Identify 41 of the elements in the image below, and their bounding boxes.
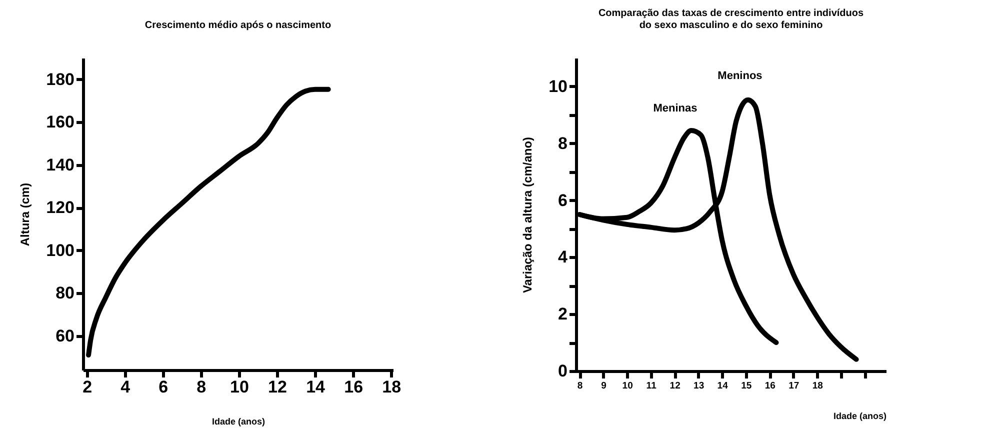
x-tick-label: 14 bbox=[717, 380, 729, 392]
x-tick-label: 4 bbox=[120, 378, 131, 396]
chart-title: Comparação das taxas de crescimento entre indivíduos do sexo masculino e do sexo feminino bbox=[598, 8, 864, 31]
y-tick-label: 120 bbox=[46, 198, 74, 218]
x-tick-label: 18 bbox=[382, 378, 402, 396]
x-tick-label: 18 bbox=[812, 380, 823, 392]
y-tick-label: 10 bbox=[548, 76, 568, 96]
y-tick-label: 80 bbox=[56, 284, 74, 303]
x-tick-label: 13 bbox=[694, 380, 704, 392]
x-axis-title: Idade (anos) bbox=[212, 416, 266, 426]
y-tick-label: 140 bbox=[46, 155, 74, 174]
y-tick-label: 100 bbox=[46, 240, 74, 260]
y-tick-label: 4 bbox=[558, 248, 568, 267]
x-tick-label: 8 bbox=[577, 380, 583, 392]
y-tick-label: 0 bbox=[558, 362, 568, 380]
y-tick-label: 2 bbox=[558, 304, 568, 324]
x-tick-label: 10 bbox=[230, 378, 249, 396]
x-tick-label: 12 bbox=[670, 380, 680, 392]
y-axis-title: Variação da altura (cm/ano) bbox=[520, 136, 535, 294]
x-tick-label: 2 bbox=[82, 378, 92, 396]
x-tick-label: 14 bbox=[306, 378, 326, 396]
x-tick-label: 11 bbox=[646, 380, 658, 392]
y-tick-label: 180 bbox=[46, 70, 74, 89]
y-tick-label: 60 bbox=[56, 326, 74, 346]
x-tick-label: 12 bbox=[268, 378, 287, 396]
x-tick-label: 8 bbox=[196, 378, 206, 396]
series-label: Meninas bbox=[653, 102, 698, 115]
x-tick-label: 9 bbox=[601, 380, 606, 392]
x-tick-label: 17 bbox=[788, 380, 800, 392]
y-tick-label: 8 bbox=[558, 134, 568, 153]
x-tick-label: 16 bbox=[764, 380, 776, 392]
chart-title: Crescimento médio após o nascimento bbox=[144, 20, 332, 31]
y-tick-label: 160 bbox=[46, 112, 74, 132]
y-axis-title: Altura (cm) bbox=[18, 182, 32, 246]
text: Meninos bbox=[718, 70, 762, 82]
x-tick-label: 6 bbox=[158, 378, 168, 396]
x-tick-label: 15 bbox=[741, 380, 752, 392]
x-tick-label: 10 bbox=[622, 380, 633, 392]
x-axis-title: Idade (anos) bbox=[833, 411, 886, 421]
x-tick-label: 16 bbox=[344, 378, 364, 396]
y-tick-label: 6 bbox=[558, 190, 568, 210]
